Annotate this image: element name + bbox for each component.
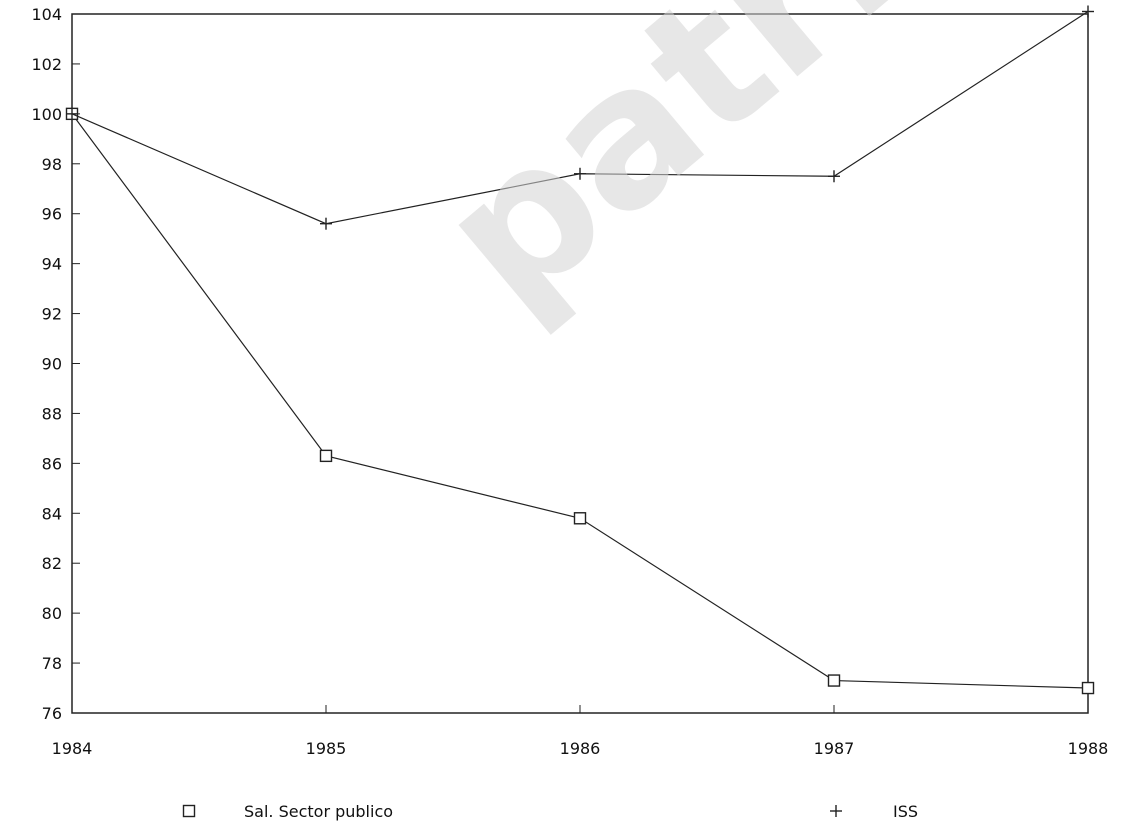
legend-label: ISS xyxy=(893,802,918,821)
y-tick-label: 88 xyxy=(42,404,62,423)
x-tick-label: 1987 xyxy=(814,739,855,758)
y-tick-label: 92 xyxy=(42,305,62,324)
data-point-plus xyxy=(66,107,78,120)
legend-label: Sal. Sector publico xyxy=(244,802,393,821)
y-tick-label: 90 xyxy=(42,355,62,374)
y-tick-label: 100 xyxy=(31,105,62,124)
series-line xyxy=(71,11,1089,225)
series-line xyxy=(71,113,1089,689)
x-tick-label: 1988 xyxy=(1068,739,1109,758)
legend-marker-plus xyxy=(830,805,842,817)
x-tick-label: 1985 xyxy=(306,739,347,758)
y-tick-label: 84 xyxy=(42,504,62,523)
series-sal-sector-publico xyxy=(65,107,1095,695)
y-tick-label: 78 xyxy=(42,654,62,673)
y-tick-label: 86 xyxy=(42,454,62,473)
data-point-plus xyxy=(320,217,332,230)
y-tick-label: 94 xyxy=(42,255,62,274)
x-axis: 1984 1985 1986 1987 1988 xyxy=(52,705,1109,758)
y-tick-label: 102 xyxy=(31,55,62,74)
plot-frame xyxy=(71,13,1089,714)
data-point-square xyxy=(319,449,333,463)
data-point-square xyxy=(827,674,841,687)
legend-entry-sal-sector-publico: Sal. Sector publico xyxy=(182,802,393,821)
x-tick-label: 1986 xyxy=(560,739,601,758)
legend: Sal. Sector publico ISS xyxy=(182,802,918,821)
series-layer xyxy=(65,5,1095,695)
legend-entry-iss: ISS xyxy=(830,802,918,821)
x-tick-label: 1984 xyxy=(52,739,93,758)
data-point-square xyxy=(1081,681,1095,695)
data-point-plus xyxy=(574,167,586,180)
y-tick-label: 98 xyxy=(42,155,62,174)
y-tick-label: 80 xyxy=(42,604,62,623)
y-tick-label: 104 xyxy=(31,5,62,24)
y-axis: 76 78 80 82 84 86 88 90 92 94 96 98 100 102 104 xyxy=(31,5,80,723)
data-point-square xyxy=(573,512,587,525)
y-tick-label: 82 xyxy=(42,554,62,573)
y-tick-label: 76 xyxy=(42,704,62,723)
data-point-plus xyxy=(828,170,840,183)
legend-marker-square xyxy=(182,804,196,818)
y-tick-label: 96 xyxy=(42,205,62,224)
data-point-plus xyxy=(1082,5,1094,18)
series-iss xyxy=(66,5,1094,230)
